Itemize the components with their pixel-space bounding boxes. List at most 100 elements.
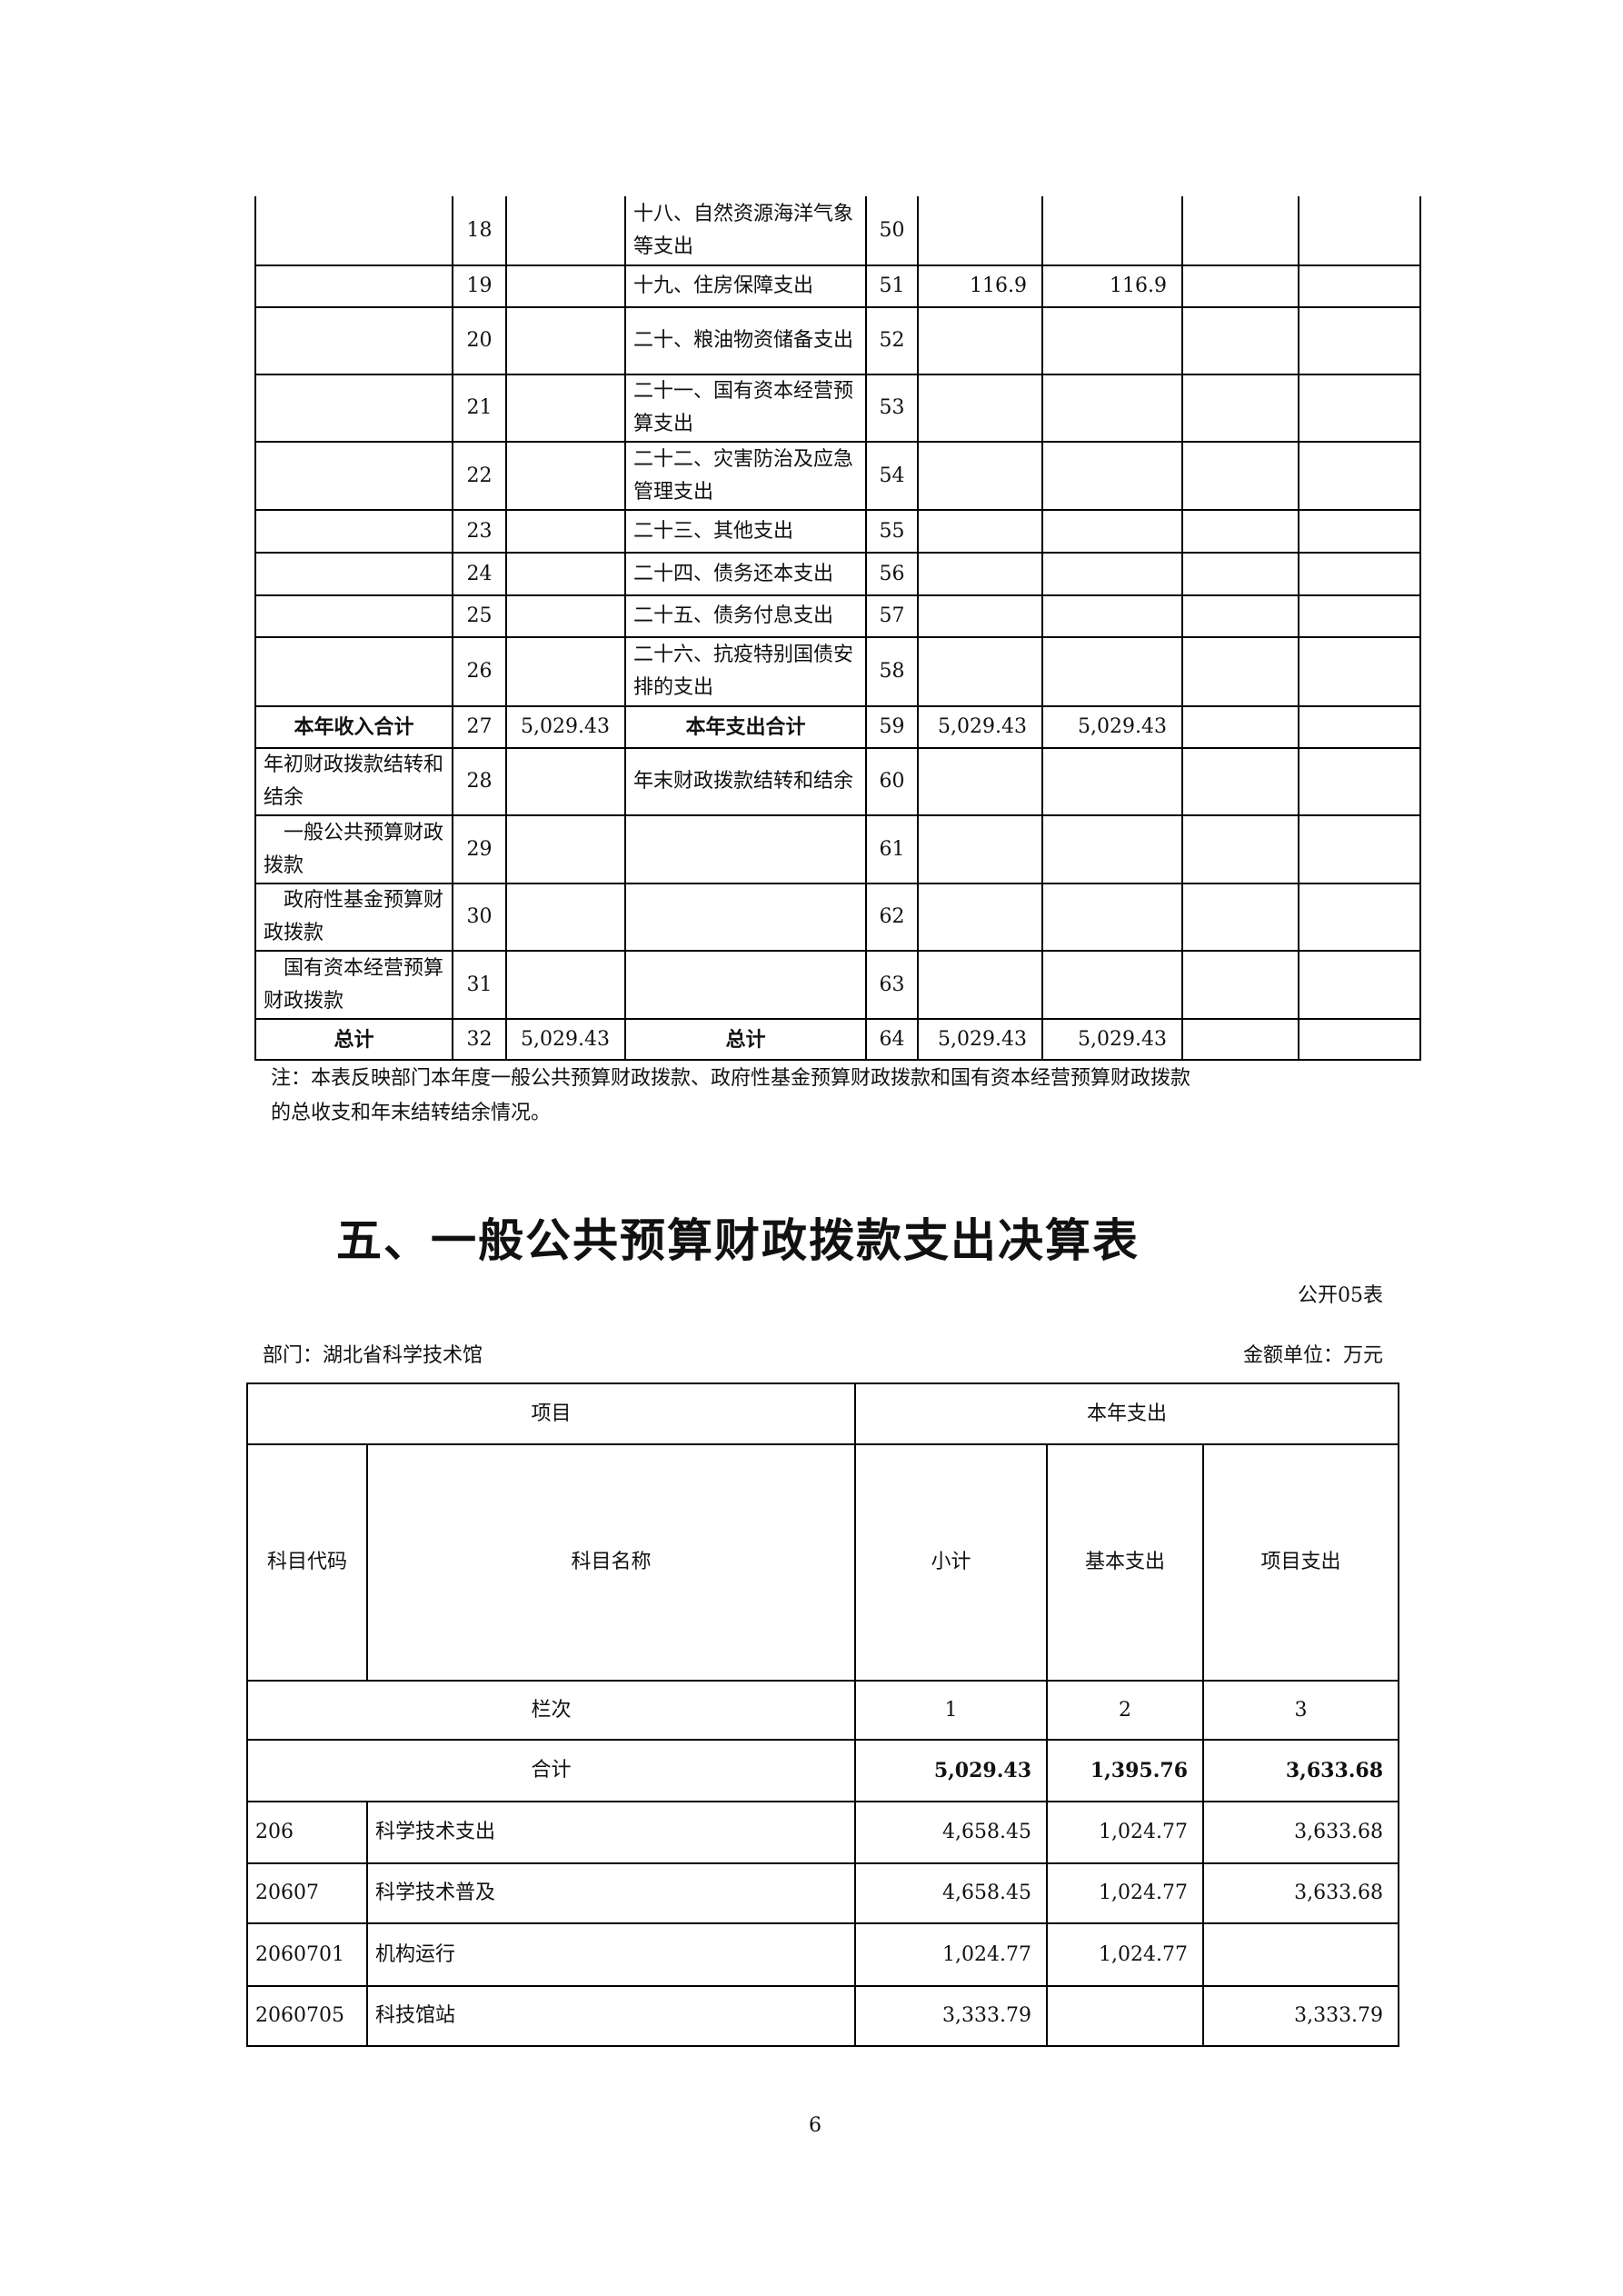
total-basic: 1,395.76 bbox=[1046, 1739, 1205, 1802]
this-year-expense-header: 本年支出 bbox=[854, 1383, 1400, 1445]
table-cell bbox=[505, 747, 626, 816]
table-cell bbox=[1298, 509, 1421, 554]
table-cell bbox=[1298, 883, 1421, 952]
table-cell: 年末财政拨款结转和结余 bbox=[624, 747, 867, 816]
table-cell bbox=[917, 636, 1043, 707]
code-cell: 20607 bbox=[246, 1862, 368, 1924]
basic-cell bbox=[1046, 1985, 1205, 2047]
table-cell: 二十二、灾害防治及应急管理支出 bbox=[624, 441, 867, 511]
table-cell bbox=[254, 509, 453, 554]
table-cell bbox=[1298, 306, 1421, 375]
table-cell bbox=[1041, 306, 1183, 375]
table-cell: 二十六、抗疫特别国债安排的支出 bbox=[624, 636, 867, 707]
project-cell: 3,333.79 bbox=[1202, 1985, 1400, 2047]
total-subtotal: 5,029.43 bbox=[854, 1739, 1049, 1802]
total-project: 3,633.68 bbox=[1202, 1739, 1400, 1802]
table-cell: 二十、粮油物资储备支出 bbox=[624, 306, 867, 375]
table-cell bbox=[917, 950, 1043, 1020]
column-number-3: 3 bbox=[1202, 1680, 1400, 1741]
subtotal-header: 小计 bbox=[854, 1443, 1049, 1682]
subtotal-cell: 1,024.77 bbox=[854, 1922, 1049, 1987]
table-cell bbox=[917, 196, 1043, 266]
table-cell bbox=[1298, 636, 1421, 707]
table-note-line1: 注：本表反映部门本年度一般公共预算财政拨款、政府性基金预算财政拨款和国有资本经营… bbox=[271, 1067, 1191, 1090]
table-cell bbox=[1041, 814, 1183, 884]
table-cell: 62 bbox=[865, 883, 919, 952]
name-header: 科目名称 bbox=[365, 1443, 857, 1682]
code-cell: 2060701 bbox=[246, 1922, 368, 1987]
table-cell: 29 bbox=[452, 814, 507, 884]
table-cell: 30 bbox=[452, 883, 507, 952]
table-row: 22 二十二、灾害防治及应急管理支出 54 bbox=[254, 441, 1421, 511]
table-cell bbox=[254, 265, 453, 308]
table-cell: 23 bbox=[452, 509, 507, 554]
table-cell bbox=[1298, 705, 1421, 749]
table-row: 国有资本经营预算财政拨款 31 63 bbox=[254, 950, 1421, 1020]
table-cell: 24 bbox=[452, 552, 507, 596]
table-cell bbox=[1181, 265, 1299, 308]
table-cell bbox=[1041, 636, 1183, 707]
column-number-2: 2 bbox=[1046, 1680, 1205, 1741]
name-cell: 科学技术普及 bbox=[365, 1862, 857, 1924]
table-cell: 总计 bbox=[254, 1018, 453, 1061]
table-cell bbox=[505, 265, 626, 308]
table-cell bbox=[1041, 441, 1183, 511]
table-cell: 二十五、债务付息支出 bbox=[624, 594, 867, 638]
table-row: 206 科学技术支出 4,658.45 1,024.77 3,633.68 bbox=[246, 1801, 1400, 1864]
header-row-2: 科目代码 科目名称 小计 基本支出 项目支出 bbox=[246, 1443, 1400, 1682]
table-cell bbox=[1298, 441, 1421, 511]
basic-cell: 1,024.77 bbox=[1046, 1801, 1205, 1864]
table-cell bbox=[1181, 306, 1299, 375]
table-cell bbox=[1298, 594, 1421, 638]
table-cell bbox=[505, 196, 626, 266]
table-row: 21 二十一、国有资本经营预算支出 53 bbox=[254, 374, 1421, 443]
table-cell: 一般公共预算财政拨款 bbox=[254, 814, 453, 884]
table-cell: 116.9 bbox=[917, 265, 1043, 308]
table-cell: 57 bbox=[865, 594, 919, 638]
table-row: 总计 32 5,029.43 总计 64 5,029.43 5,029.43 bbox=[254, 1018, 1421, 1061]
table-cell bbox=[254, 552, 453, 596]
unit-label: 金额单位：万元 bbox=[1242, 1344, 1383, 1367]
table-row: 19 十九、住房保障支出 51 116.9 116.9 bbox=[254, 265, 1421, 308]
table-cell: 53 bbox=[865, 374, 919, 443]
project-cell: 3,633.68 bbox=[1202, 1862, 1400, 1924]
project-cell bbox=[1202, 1922, 1400, 1987]
table-cell bbox=[1298, 1018, 1421, 1061]
basic-cell: 1,024.77 bbox=[1046, 1922, 1205, 1987]
total-row: 合计 5,029.43 1,395.76 3,633.68 bbox=[245, 1739, 1400, 1802]
table-cell: 22 bbox=[452, 441, 507, 511]
table-cell bbox=[1181, 883, 1299, 952]
page-title: 五、一般公共预算财政拨款支出决算表 bbox=[336, 1214, 1140, 1267]
table-cell bbox=[917, 509, 1043, 554]
table-cell: 19 bbox=[452, 265, 507, 308]
table-cell: 十八、自然资源海洋气象等支出 bbox=[624, 196, 867, 266]
table-cell bbox=[1298, 950, 1421, 1020]
table-cell bbox=[917, 306, 1043, 375]
fiscal-appropriation-summary-table-continued: 18 十八、自然资源海洋气象等支出 50 19 十九、住房保障支出 51 116.9 116.… bbox=[254, 196, 1421, 1061]
table-cell bbox=[1041, 883, 1183, 952]
table-cell: 52 bbox=[865, 306, 919, 375]
table-cell bbox=[1041, 374, 1183, 443]
table-row: 26 二十六、抗疫特别国债安排的支出 58 bbox=[254, 636, 1421, 707]
table-cell bbox=[1298, 265, 1421, 308]
table-cell bbox=[1298, 374, 1421, 443]
general-budget-expenditure-table: 项目 本年支出 科目代码 科目名称 小计 基本支出 项目支出 栏次 1 2 3 … bbox=[245, 1383, 1400, 2047]
table-cell: 58 bbox=[865, 636, 919, 707]
item-header: 项目 bbox=[245, 1383, 857, 1445]
table-cell bbox=[1041, 747, 1183, 816]
table-cell bbox=[917, 594, 1043, 638]
table-cell bbox=[917, 552, 1043, 596]
table-cell bbox=[1181, 814, 1299, 884]
table-cell bbox=[624, 950, 867, 1020]
table-cell: 60 bbox=[865, 747, 919, 816]
table-cell bbox=[505, 594, 626, 638]
table-cell bbox=[1181, 441, 1299, 511]
table-note-line2: 的总收支和年末结转结余情况。 bbox=[271, 1102, 552, 1124]
table-cell bbox=[1181, 747, 1299, 816]
column-number-1: 1 bbox=[854, 1680, 1049, 1741]
table-cell bbox=[1181, 594, 1299, 638]
table-cell bbox=[254, 196, 453, 266]
table-cell: 51 bbox=[865, 265, 919, 308]
table-cell: 50 bbox=[865, 196, 919, 266]
table-cell bbox=[505, 374, 626, 443]
